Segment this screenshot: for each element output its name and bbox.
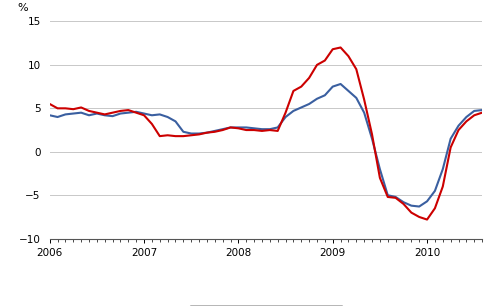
Line: Mekki: Mekki — [50, 84, 482, 207]
Text: %: % — [17, 3, 28, 13]
Mekki — [290, 109, 296, 113]
Line: Markki: Markki — [50, 47, 482, 220]
Markki — [314, 63, 320, 67]
Mekki — [47, 114, 53, 117]
Markki — [330, 47, 335, 51]
Mekki — [479, 108, 485, 112]
Mekki — [314, 97, 320, 101]
Markki — [47, 102, 53, 106]
Mekki — [337, 82, 343, 86]
Mekki — [416, 205, 422, 208]
Legend: Mekki, Markki: Mekki, Markki — [189, 305, 343, 306]
Markki — [479, 111, 485, 114]
Markki — [55, 106, 61, 110]
Markki — [337, 46, 343, 49]
Markki — [290, 89, 296, 93]
Markki — [424, 218, 430, 222]
Mekki — [204, 131, 210, 135]
Mekki — [385, 193, 391, 197]
Mekki — [55, 115, 61, 119]
Markki — [385, 195, 391, 199]
Markki — [204, 131, 210, 135]
Mekki — [330, 85, 335, 88]
